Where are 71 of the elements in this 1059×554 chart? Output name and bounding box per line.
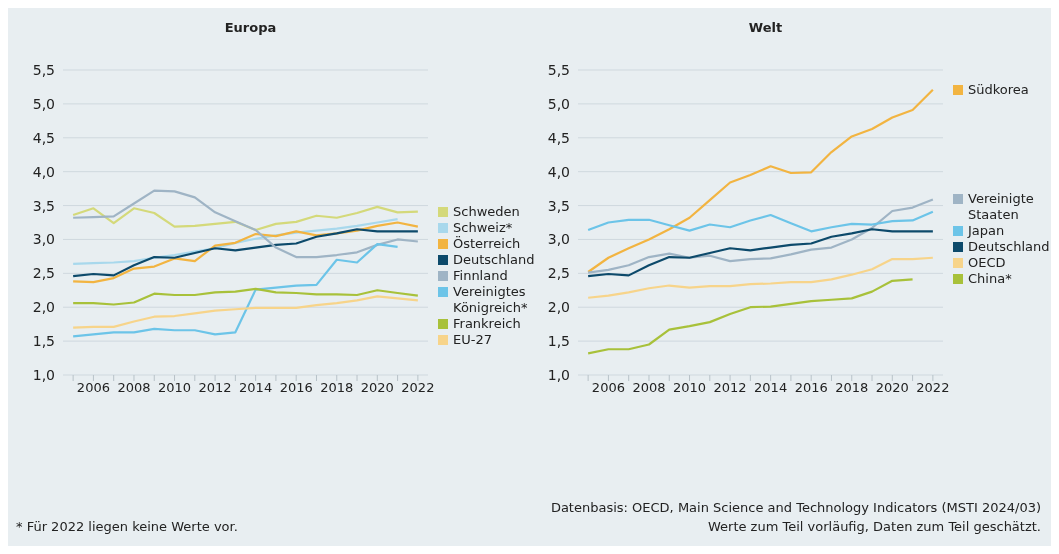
legend-label: OECD — [968, 255, 1007, 272]
legend-label: Frankreich — [453, 315, 522, 332]
x-tick-label: 2010 — [672, 380, 707, 396]
x-tick-label: 2014 — [754, 380, 788, 396]
y-tick-label: 5,0 — [32, 95, 55, 112]
line-series — [72, 205, 419, 232]
text: Werte zum Teil vorläufig, Daten zum Teil geschätzt. — [706, 518, 1041, 536]
y-tick-label: 3,0 — [547, 231, 570, 248]
legend-label: EU-27 — [453, 331, 493, 348]
x-tick-label: 2012 — [713, 380, 747, 396]
line-series — [72, 221, 419, 284]
y-tick-label: 1,0 — [547, 366, 570, 383]
x-tick-label: 2014 — [239, 380, 273, 396]
x-tick-label: 2012 — [198, 380, 232, 396]
legend-label: Japan — [968, 223, 1006, 240]
y-tick-label: 4,5 — [547, 129, 570, 146]
text: * Für 2022 liegen keine Werte vor. — [16, 518, 238, 536]
y-tick-label: 4,0 — [32, 163, 55, 180]
text: Datenbasis: OECD, Main Science and Technology Indicators (MSTI 2024/03) — [550, 499, 1041, 517]
line-series — [587, 210, 934, 233]
line-series — [587, 256, 934, 299]
x-tick-label: 2008 — [117, 380, 151, 396]
line-series — [587, 88, 934, 274]
x-tick-label: 2022 — [916, 380, 950, 396]
x-tick-label: 2010 — [157, 380, 192, 396]
x-tick-label: 2016 — [279, 380, 313, 396]
line-series — [72, 287, 419, 306]
x-tick-label: 2008 — [632, 380, 666, 396]
y-tick-label: 3,5 — [547, 197, 570, 214]
y-tick-label: 2,5 — [32, 265, 55, 282]
legend-label: Deutschland — [453, 251, 536, 268]
x-tick-label: 2018 — [320, 380, 354, 396]
line-series — [72, 295, 419, 329]
legend-label: Vereinigtes Königreich* — [453, 283, 529, 316]
legend-label: Südkorea — [968, 81, 1030, 98]
y-tick-label: 2,0 — [32, 299, 55, 316]
y-tick-label: 5,5 — [547, 61, 570, 78]
legend-label: Deutschland — [968, 239, 1051, 256]
line-series — [72, 228, 419, 278]
x-tick-label: 2020 — [360, 380, 394, 396]
y-tick-label: 5,0 — [547, 95, 570, 112]
line-series — [587, 278, 914, 355]
legend-label: Finnland — [453, 267, 509, 284]
y-tick-label: 5,5 — [32, 61, 55, 78]
y-tick-label: 1,5 — [32, 333, 55, 350]
x-tick-label: 2006 — [591, 380, 625, 396]
x-tick-label: 2018 — [835, 380, 869, 396]
x-tick-label: 2020 — [875, 380, 909, 396]
x-tick-label: 2022 — [401, 380, 435, 396]
legend-label: Schweden — [453, 203, 521, 220]
legend-label: Vereinigte Staaten — [968, 191, 1035, 224]
line-series — [72, 189, 419, 259]
x-tick-label: 2006 — [76, 380, 110, 396]
line-series — [587, 228, 934, 278]
chart-title: Welt — [747, 20, 784, 35]
y-tick-label: 3,5 — [32, 197, 55, 214]
y-tick-label: 1,0 — [32, 366, 55, 383]
y-tick-label: 3,0 — [32, 231, 55, 248]
legend-label: Schweiz* — [453, 219, 514, 236]
x-tick-label: 2016 — [794, 380, 828, 396]
chart-title: Europa — [223, 20, 278, 35]
y-tick-label: 1,5 — [547, 333, 570, 350]
legend-label: China* — [968, 271, 1013, 288]
legend-label: Österreich — [453, 235, 522, 252]
y-tick-label: 4,5 — [32, 129, 55, 146]
line-series — [587, 198, 934, 274]
line-series — [72, 243, 399, 338]
line-series — [72, 218, 399, 265]
y-tick-label: 2,5 — [547, 265, 570, 282]
y-tick-label: 4,0 — [547, 163, 570, 180]
y-tick-label: 2,0 — [547, 299, 570, 316]
